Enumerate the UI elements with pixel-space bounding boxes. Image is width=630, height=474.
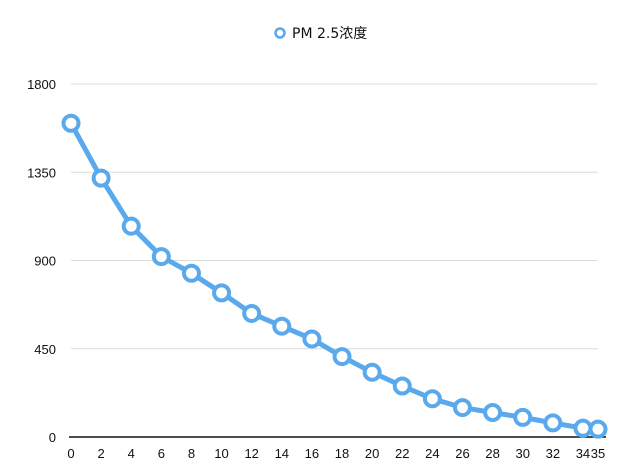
series-line	[68, 120, 601, 432]
x-tick-label: 14	[275, 446, 289, 461]
y-axis-ticks: 0 450 900 1350 1800	[27, 77, 56, 445]
data-point	[513, 407, 533, 427]
data-point	[61, 113, 81, 133]
x-tick-label: 2	[97, 446, 104, 461]
legend-label: PM 2.5浓度	[292, 26, 367, 42]
y-tick-label: 1350	[27, 165, 56, 180]
x-axis-ticks: 0 2 4 6 8 10 12 14 16 18 20 22 24 26 28 30 32 34 35	[67, 446, 605, 461]
x-tick-label: 8	[188, 446, 195, 461]
x-tick-label: 24	[425, 446, 439, 461]
x-tick-label: 32	[546, 446, 560, 461]
data-point	[483, 402, 503, 422]
data-point	[543, 413, 563, 433]
x-tick-label: 20	[365, 446, 379, 461]
grid	[71, 83, 598, 350]
data-point	[332, 347, 352, 367]
data-point	[151, 247, 171, 267]
x-tick-label: 4	[128, 446, 135, 461]
data-point	[121, 216, 141, 236]
data-point	[392, 376, 412, 396]
data-point	[422, 389, 442, 409]
legend: PM 2.5浓度	[274, 26, 367, 42]
x-tick-label: 10	[214, 446, 228, 461]
x-tick-label: 6	[158, 446, 165, 461]
data-point	[91, 168, 111, 188]
data-point	[181, 263, 201, 283]
x-tick-label: 16	[305, 446, 319, 461]
x-tick-label: 35	[591, 446, 605, 461]
data-point	[588, 419, 608, 439]
x-tick-label: 26	[455, 446, 469, 461]
series-layer	[61, 113, 608, 439]
x-tick-label: 34	[576, 446, 590, 461]
data-point	[362, 362, 382, 382]
x-tick-label: 28	[485, 446, 499, 461]
data-point	[302, 329, 322, 349]
data-point	[272, 316, 292, 336]
x-tick-label: 12	[244, 446, 258, 461]
y-tick-label: 450	[34, 342, 56, 357]
data-point	[242, 303, 262, 323]
x-tick-label: 22	[395, 446, 409, 461]
legend-marker	[274, 27, 286, 39]
x-tick-label: 0	[67, 446, 74, 461]
x-tick-label: 30	[515, 446, 529, 461]
data-point	[452, 398, 472, 418]
data-point	[573, 418, 593, 438]
data-point	[212, 283, 232, 303]
y-tick-label: 1800	[27, 77, 56, 92]
x-tick-label: 18	[335, 446, 349, 461]
y-tick-label: 0	[49, 430, 56, 445]
y-tick-label: 900	[34, 254, 56, 269]
